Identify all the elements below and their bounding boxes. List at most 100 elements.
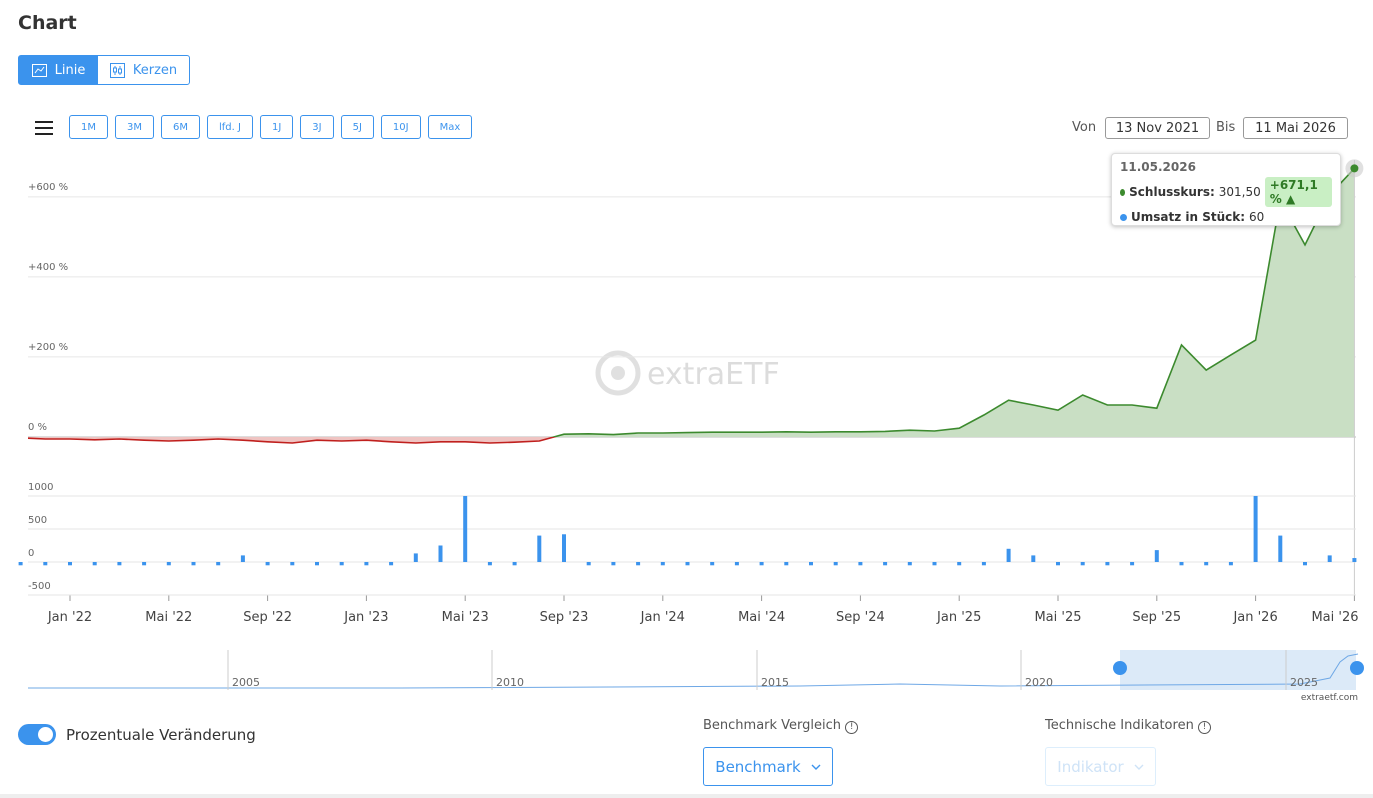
from-date-input[interactable]: 13 Nov 2021: [1105, 117, 1210, 139]
bar: [1154, 550, 1159, 562]
bar: [1179, 561, 1184, 566]
bar: [981, 561, 986, 566]
bar: [1105, 561, 1110, 566]
y-tick-label: 500: [28, 515, 47, 526]
x-tick-label: Mai '22: [145, 610, 192, 625]
bar: [586, 561, 591, 566]
x-tick-label: Mai '24: [738, 610, 785, 625]
indicator-button[interactable]: Indikator: [1045, 747, 1156, 786]
bar: [413, 553, 418, 562]
navigator-label: 2015: [761, 676, 789, 689]
toggle-label: Prozentuale Veränderung: [66, 726, 256, 744]
bar: [265, 561, 270, 566]
navigator-line: [28, 653, 1359, 689]
bar: [858, 561, 863, 566]
benchmark-button[interactable]: Benchmark: [703, 747, 833, 786]
bottom-bar: [0, 794, 1373, 798]
x-tick-label: Sep '22: [243, 610, 292, 625]
range-button[interactable]: 10J: [380, 115, 421, 139]
to-label: Bis: [1216, 120, 1236, 135]
bar: [1278, 535, 1283, 562]
indicator-title: Technische Indikatoren !: [1045, 718, 1211, 734]
series: [28, 167, 1355, 444]
range-buttons: 1M 3M 6M lfd. J 1J 3J 5J 10J Max: [69, 115, 473, 139]
x-tick-label: Mai '23: [442, 610, 489, 625]
bar: [1352, 558, 1357, 562]
to-date-input[interactable]: 11 Mai 2026: [1243, 117, 1348, 139]
range-button[interactable]: 1M: [69, 115, 108, 139]
benchmark-title: Benchmark Vergleich !: [703, 718, 859, 734]
bar: [562, 534, 566, 562]
y-tick-label: 0: [28, 548, 34, 559]
candle-view-button[interactable]: Kerzen: [98, 56, 189, 84]
hover-point: [1350, 164, 1359, 173]
bar: [537, 535, 542, 562]
from-date: 13 Nov 2021: [1115, 120, 1200, 136]
change-badge: +671,1 % ▲: [1264, 177, 1332, 207]
bar: [339, 561, 344, 566]
bar: [833, 561, 838, 566]
navigator-handle[interactable]: [1113, 661, 1127, 675]
button-label: Benchmark: [715, 757, 801, 776]
row-value: 301,50: [1218, 185, 1261, 199]
view-toggle: Linie Kerzen: [18, 55, 190, 85]
line-view-button[interactable]: Linie: [19, 56, 98, 84]
area: [28, 168, 1355, 437]
indicator-title-text: Technische Indikatoren: [1045, 718, 1194, 733]
legend-dot: [1120, 213, 1127, 221]
series-part: [28, 436, 557, 444]
bar: [290, 561, 295, 566]
bar: [117, 561, 122, 566]
bar: [1031, 555, 1036, 562]
tooltip: 11.05.2026 Schlusskurs: 301,50 +671,1 % ▲…: [1111, 153, 1341, 226]
menu-icon[interactable]: [35, 120, 53, 136]
row-label: Schlusskurs:: [1129, 185, 1215, 199]
range-button[interactable]: 6M: [161, 115, 200, 139]
bar: [389, 561, 394, 566]
y-tick-label: 0 %: [28, 422, 47, 433]
x-tick-label: Jan '26: [1232, 610, 1277, 625]
button-label: Linie: [54, 62, 86, 78]
bar: [512, 561, 517, 566]
range-button[interactable]: 3J: [300, 115, 334, 139]
bar: [18, 561, 23, 566]
x-tick-label: Sep '24: [836, 610, 885, 625]
bar: [142, 561, 147, 566]
to-date: 11 Mai 2026: [1255, 120, 1336, 136]
benchmark-title-text: Benchmark Vergleich: [703, 718, 842, 733]
line-icon: [31, 63, 47, 77]
range-button[interactable]: 1J: [259, 115, 294, 139]
bar: [710, 561, 715, 566]
bar: [92, 561, 97, 566]
bar: [191, 561, 196, 566]
bar: [1327, 555, 1332, 562]
range-button[interactable]: 5J: [340, 115, 374, 139]
tooltip-date: 11.05.2026: [1120, 160, 1196, 174]
bar: [611, 561, 616, 566]
candle-icon: [109, 62, 125, 78]
bar: [809, 561, 813, 566]
bar: [907, 561, 912, 566]
change-value: +671,1 %: [1269, 178, 1318, 206]
y-tick-label: +600 %: [28, 182, 68, 193]
watermark: extraETF: [595, 350, 780, 396]
navigator-label: 2005: [232, 676, 260, 689]
from-label: Von: [1072, 120, 1097, 135]
x-tick-label: Jan '22: [47, 610, 92, 625]
navigator-selection: [1120, 650, 1356, 690]
chart: extraETF extraetf.com 2005 2010 2015 2020 20…: [18, 159, 1364, 703]
navigator-handle[interactable]: [1350, 661, 1364, 675]
bar: [438, 545, 443, 562]
y-tick-label: +400 %: [28, 262, 68, 273]
legend-dot: [1120, 188, 1126, 196]
range-button[interactable]: lfd. J: [207, 115, 253, 139]
percent-toggle[interactable]: [18, 724, 56, 745]
page-title: Chart: [18, 12, 77, 34]
range-button[interactable]: 3M: [115, 115, 154, 139]
bar: [957, 561, 962, 566]
range-button[interactable]: Max: [427, 115, 473, 139]
bar: [43, 561, 48, 566]
bar: [216, 561, 221, 566]
watermark-text: extraETF: [647, 357, 780, 392]
